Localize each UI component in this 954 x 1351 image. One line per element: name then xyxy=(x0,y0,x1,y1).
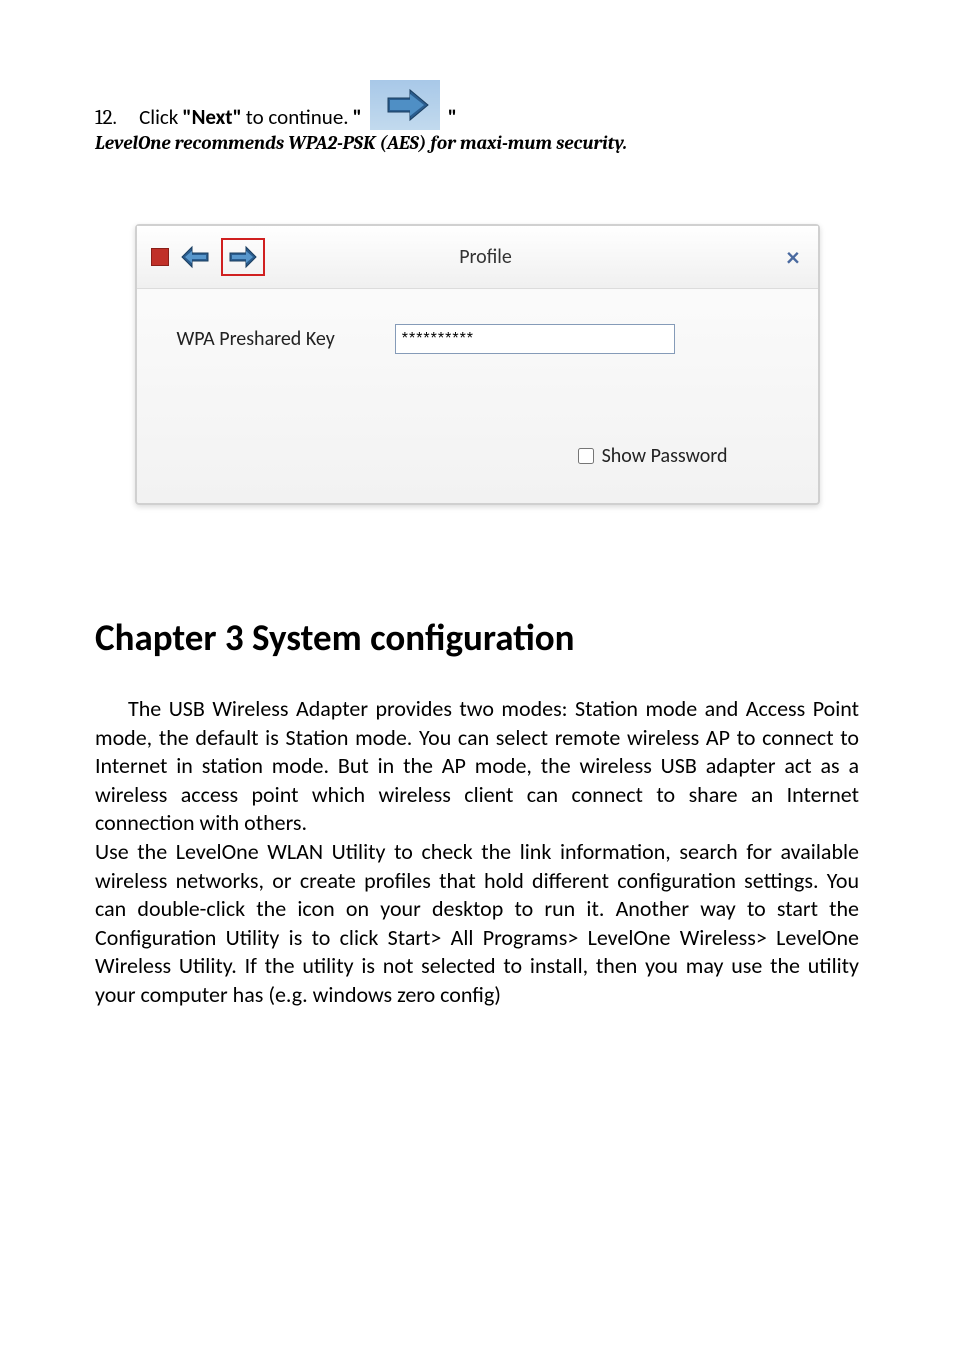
profile-dialog: Profile × WPA Preshared Key Show Passwor… xyxy=(135,224,820,505)
instruction-mid: to continue. xyxy=(246,104,349,130)
preshared-key-label: WPA Preshared Key xyxy=(177,327,335,351)
show-password-row: Show Password xyxy=(177,354,788,468)
list-number: 12. xyxy=(95,106,117,130)
show-password-label-wrap[interactable]: Show Password xyxy=(578,444,728,468)
preshared-key-input[interactable] xyxy=(395,324,675,354)
dialog-title: Profile xyxy=(185,245,787,269)
profile-body: WPA Preshared Key Show Password xyxy=(137,289,818,478)
chapter-heading: Chapter 3 System configuration xyxy=(95,615,859,660)
next-arrow-icon xyxy=(370,80,440,130)
close-icon[interactable]: × xyxy=(787,241,800,273)
quote-close: " xyxy=(448,104,457,130)
chapter-para-2: Use the LevelOne WLAN Utility to check t… xyxy=(95,838,859,1010)
instruction-prefix: Click xyxy=(139,104,178,130)
show-password-checkbox[interactable] xyxy=(578,448,594,464)
show-password-label: Show Password xyxy=(602,444,728,468)
stop-icon[interactable] xyxy=(151,248,169,266)
instruction-line: 12. Click "Next" to continue. " " xyxy=(95,80,859,130)
quote-open: " xyxy=(353,104,362,130)
profile-header: Profile × xyxy=(137,226,818,289)
preshared-key-row: WPA Preshared Key xyxy=(177,324,788,354)
chapter-body: The USB Wireless Adapter provides two mo… xyxy=(95,695,859,1010)
instruction-bold: "Next" xyxy=(182,104,241,130)
chapter-para-1: The USB Wireless Adapter provides two mo… xyxy=(95,695,859,838)
recommendation-text: LevelOne recommends WPA2-PSK (AES) for m… xyxy=(95,132,859,154)
